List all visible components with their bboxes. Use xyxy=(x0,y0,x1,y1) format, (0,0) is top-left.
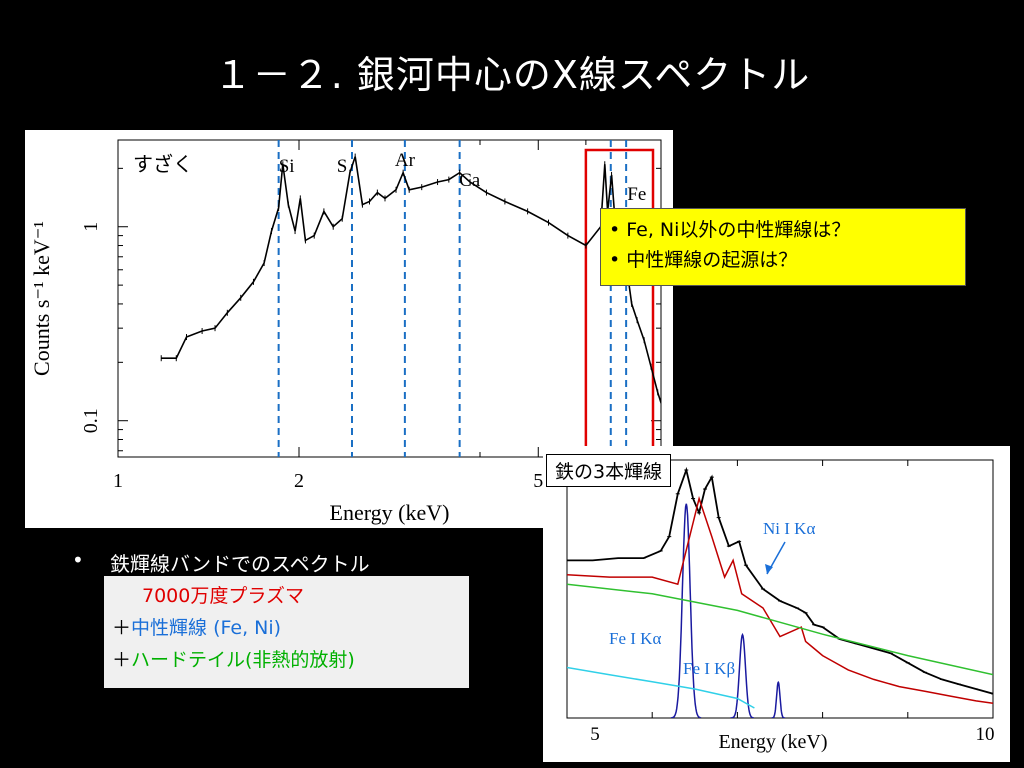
gaussian-line-component xyxy=(771,680,786,718)
gaussian-line-component xyxy=(670,503,702,718)
y-tick-label: 1 xyxy=(80,222,102,232)
x-tick-label: 10 xyxy=(976,724,995,745)
instrument-label: すざく xyxy=(133,152,193,176)
x-tick-label: 5 xyxy=(533,470,543,492)
model-components-box: 7000万度プラズマ ＋中性輝線 (Fe, Ni) ＋ハードテイル(非熱的放射) xyxy=(104,576,469,688)
callout-line: • 中性輝線の起源は？ xyxy=(609,249,798,271)
y-tick-label: 0.1 xyxy=(80,408,102,433)
y-axis-label: Counts s⁻¹ keV⁻¹ xyxy=(29,221,54,376)
spectrum-series xyxy=(161,156,661,406)
annotation-arrowhead xyxy=(765,564,773,574)
model-line-hardtail: ＋ハードテイル(非熱的放射) xyxy=(112,644,461,676)
model-line-text: ハードテイル(非熱的放射) xyxy=(131,649,355,671)
line-marker-label: Ar xyxy=(395,150,416,171)
series-hard-tail xyxy=(567,583,993,676)
model-line-neutral: ＋中性輝線 (Fe, Ni) xyxy=(112,612,461,644)
model-line-plasma: 7000万度プラズマ xyxy=(112,580,461,612)
plot-frame xyxy=(117,139,662,458)
bullet-text: 鉄輝線バンドでのスペクトル xyxy=(110,552,370,576)
series-data xyxy=(567,466,993,695)
model-line-prefix: ＋ xyxy=(112,649,132,671)
iron-band-chart: 5 10 Energy (keV) Ni I Kα Fe I Kα Fe I Kβ xyxy=(566,459,995,753)
x-tick-label: 5 xyxy=(590,724,600,745)
plot-frame xyxy=(566,459,994,719)
callout-line: • Fe, Ni以外の中性輝線は？ xyxy=(609,219,851,241)
bullet-marker: • xyxy=(72,548,84,572)
x-tick-label: 1 xyxy=(113,470,123,492)
series-component xyxy=(567,666,755,709)
x-axis-label: Energy (keV) xyxy=(718,731,827,753)
annotation-ni-k-alpha: Ni I Kα xyxy=(763,519,815,538)
model-line-text: 中性輝線 xyxy=(131,617,208,639)
series-plasma xyxy=(567,495,993,704)
model-line-prefix: ＋ xyxy=(112,617,132,639)
x-tick-label: 2 xyxy=(294,470,304,492)
iron-band-chart-panel: 5 10 Energy (keV) Ni I Kα Fe I Kα Fe I Kβ xyxy=(543,446,1010,762)
page-title: １－２. 銀河中心のX線スペクトル xyxy=(213,53,811,97)
question-callout: • Fe, Ni以外の中性輝線は？ • 中性輝線の起源は？ xyxy=(600,208,966,286)
iron-lines-label: 鉄の3本輝線 xyxy=(546,454,672,487)
model-line-text: 7000万度プラズマ xyxy=(142,585,304,607)
gaussian-line-component xyxy=(730,632,754,718)
spectrum-chart-panel: 1 2 5 0.1 1 Energy (keV) Counts s⁻¹ keV⁻¹ Si S Ar… xyxy=(25,130,673,528)
x-axis-label: Energy (keV) xyxy=(330,500,450,525)
model-line-suffix: (Fe, Ni) xyxy=(207,617,282,639)
line-marker-label: S xyxy=(337,156,348,177)
annotation-fe-k-beta: Fe I Kβ xyxy=(683,659,735,678)
line-marker-label: Fe xyxy=(627,184,646,205)
annotation-fe-k-alpha: Fe I Kα xyxy=(609,629,661,648)
